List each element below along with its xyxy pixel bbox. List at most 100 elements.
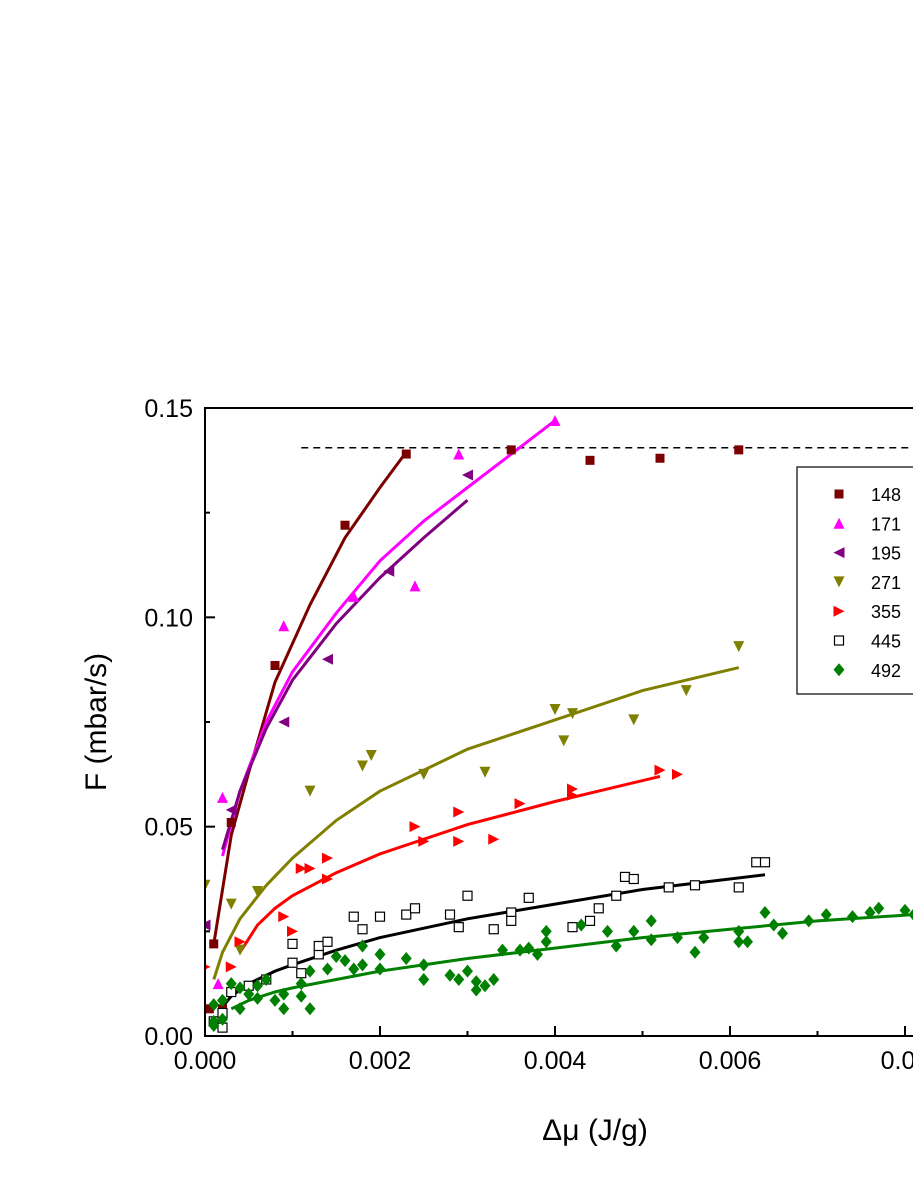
data-point-492-8	[243, 987, 255, 1001]
data-point-492-51	[698, 931, 710, 945]
data-point-271-10	[558, 735, 570, 747]
data-point-445-28	[619, 871, 631, 883]
data-point-492-49	[672, 931, 683, 945]
data-point-271-5	[357, 760, 368, 772]
data-point-355-18	[672, 768, 683, 780]
data-point-492-38	[514, 943, 526, 957]
legend-marker-271	[833, 576, 845, 588]
data-point-492-54	[742, 935, 753, 949]
data-point-445-27	[611, 890, 622, 901]
data-point-445-8	[296, 968, 307, 979]
data-point-492-11	[260, 972, 272, 986]
data-point-445-21	[506, 907, 517, 918]
data-point-355-2	[234, 936, 246, 948]
legend-marker-195	[833, 547, 845, 559]
data-point-355-8	[322, 873, 333, 885]
data-point-148-5	[340, 520, 350, 530]
data-point-492-42	[540, 924, 552, 938]
data-point-492-40	[532, 947, 543, 961]
data-point-492-16	[295, 989, 307, 1003]
data-point-355-1	[225, 961, 237, 973]
data-point-492-47	[645, 933, 657, 947]
data-point-492-46	[628, 924, 640, 938]
data-point-271-4	[304, 785, 316, 797]
data-point-492-19	[322, 962, 333, 976]
data-point-492-21	[339, 954, 351, 968]
y-tick-label-1: 0.05	[144, 814, 193, 842]
data-point-355-6	[304, 863, 316, 875]
data-point-445-15	[401, 909, 412, 920]
x-tick-label-3: 0.006	[699, 1047, 762, 1075]
data-point-271-0	[205, 879, 211, 891]
data-point-355-10	[418, 835, 430, 847]
data-point-492-1	[208, 998, 220, 1012]
data-point-492-37	[497, 943, 508, 957]
data-point-271-2	[234, 944, 246, 956]
data-point-492-41	[540, 935, 552, 949]
data-point-171-6	[549, 415, 561, 427]
data-point-445-14	[374, 911, 386, 922]
data-point-195-2	[278, 716, 290, 728]
data-point-355-3	[278, 911, 290, 923]
data-point-195-4	[383, 565, 395, 577]
data-point-445-9	[313, 949, 324, 960]
data-point-271-9	[549, 703, 561, 715]
data-point-445-30	[663, 882, 674, 893]
data-point-171-2	[278, 620, 290, 632]
data-point-445-23	[523, 892, 534, 903]
legend-label-171: 171	[871, 514, 901, 534]
data-point-492-13	[278, 1002, 290, 1016]
data-point-492-32	[462, 964, 473, 978]
data-point-445-34	[759, 857, 771, 868]
data-point-271-14	[733, 641, 745, 653]
y-tick-label-2: 0.10	[144, 604, 193, 632]
data-point-148-0	[205, 1004, 214, 1014]
data-point-355-16	[567, 789, 578, 801]
legend-box	[796, 466, 913, 695]
data-point-492-25	[374, 947, 386, 961]
fit-curve-271	[212, 666, 740, 980]
data-point-171-3	[348, 590, 360, 602]
data-point-171-4	[409, 580, 421, 592]
data-point-445-24	[567, 922, 578, 933]
data-point-445-18	[453, 922, 464, 933]
data-point-271-8	[479, 766, 491, 778]
x-axis-title: Δμ (J/g)	[542, 1114, 648, 1147]
data-point-492-24	[357, 958, 368, 972]
y-tick-label-0: 0.00	[144, 1023, 193, 1051]
data-point-171-5	[453, 448, 465, 460]
data-point-445-16	[409, 903, 421, 914]
data-point-271-12	[628, 714, 640, 726]
data-point-445-31	[689, 880, 701, 891]
data-point-492-57	[777, 926, 788, 940]
legend-label-271: 271	[871, 573, 901, 593]
data-point-195-3	[322, 653, 333, 665]
data-point-148-4	[270, 660, 280, 670]
data-point-195-5	[462, 469, 473, 481]
data-point-492-31	[453, 972, 465, 986]
data-point-148-3	[226, 817, 236, 827]
legend-label-445: 445	[871, 632, 901, 652]
data-point-492-35	[479, 979, 491, 993]
data-point-445-19	[462, 890, 473, 901]
x-tick-label-0: 0.000	[174, 1047, 237, 1075]
data-point-492-26	[374, 962, 386, 976]
data-point-445-12	[348, 911, 359, 922]
fit-curve-355	[238, 774, 661, 954]
data-point-445-6	[287, 957, 298, 968]
fit-curve-195	[221, 498, 469, 851]
data-point-492-12	[269, 993, 281, 1007]
legend-label-195: 195	[871, 544, 901, 564]
data-point-492-44	[602, 924, 613, 938]
legend-label-148: 148	[871, 485, 901, 505]
data-point-492-15	[295, 977, 307, 991]
legend-label-492: 492	[871, 661, 901, 681]
data-point-492-2	[208, 1014, 220, 1028]
data-point-445-26	[593, 903, 604, 914]
data-point-271-6	[365, 749, 377, 761]
x-tick-label-2: 0.004	[524, 1047, 587, 1075]
data-point-492-3	[217, 1012, 228, 1026]
legend-marker-355	[833, 605, 845, 617]
data-point-355-7	[322, 852, 333, 864]
data-point-492-29	[418, 972, 430, 986]
